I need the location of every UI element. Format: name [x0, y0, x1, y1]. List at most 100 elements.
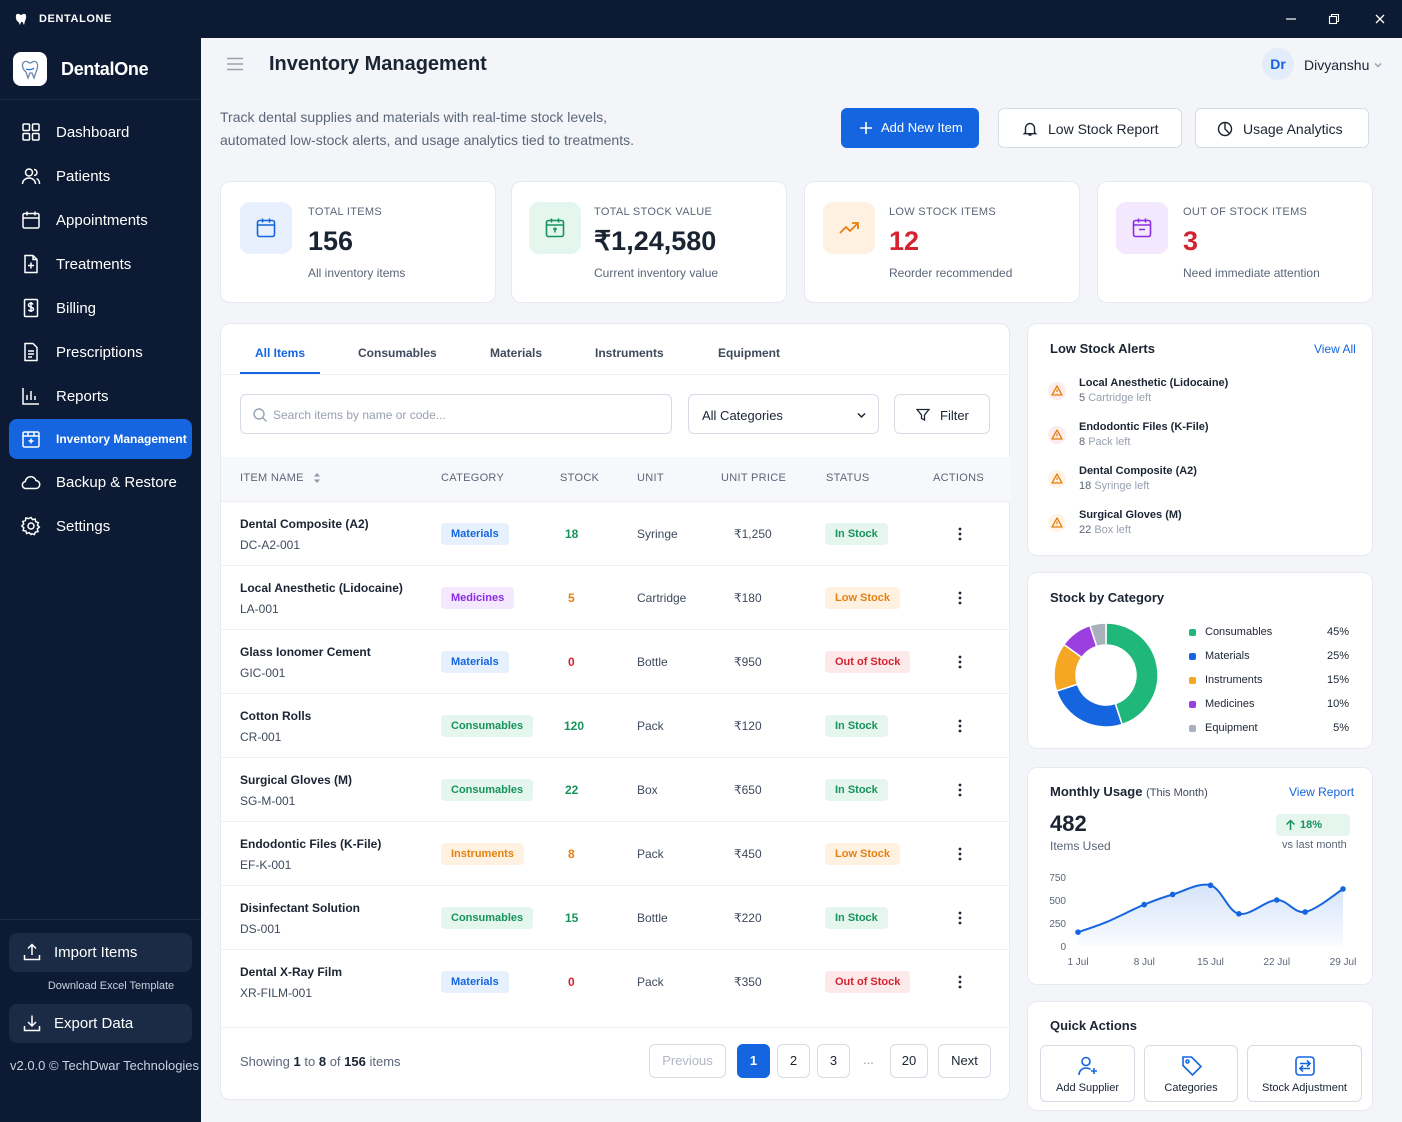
- column-header-unit: UNIT: [637, 472, 664, 484]
- stock-value: 5: [568, 591, 575, 605]
- sidebar-item-inventory-management[interactable]: Inventory Management: [9, 419, 192, 459]
- more-vertical-icon[interactable]: [954, 526, 966, 542]
- table-row[interactable]: Local Anesthetic (Lidocaine) LA-001 Medi…: [221, 565, 1011, 629]
- view-all-link[interactable]: View All: [1314, 342, 1356, 356]
- avatar[interactable]: Dr: [1262, 48, 1294, 80]
- sidebar-item-label: Reports: [56, 388, 109, 405]
- tab-consumables[interactable]: Consumables: [358, 346, 437, 360]
- sidebar-item-billing[interactable]: Billing: [9, 288, 192, 328]
- legend-percent: 45%: [1326, 626, 1349, 638]
- download-template-link[interactable]: Download Excel Template: [47, 980, 175, 992]
- stat-subtext: Current inventory value: [594, 266, 719, 280]
- usage-trend-badge: 18%: [1276, 814, 1350, 836]
- category-select-value: All Categories: [702, 408, 783, 423]
- legend-label: Instruments: [1205, 674, 1263, 686]
- more-vertical-icon[interactable]: [954, 974, 966, 990]
- unit-value: Box: [637, 783, 658, 797]
- x-tick-label: 15 Jul: [1197, 957, 1224, 968]
- alert-item-name: Dental Composite (A2): [1079, 465, 1197, 477]
- minimize-icon[interactable]: [1284, 12, 1298, 26]
- page-2-button[interactable]: 2: [777, 1044, 810, 1078]
- filter-icon: [916, 408, 930, 422]
- more-vertical-icon[interactable]: [954, 718, 966, 734]
- page-description: Track dental supplies and materials with…: [220, 109, 634, 148]
- column-header-actions: ACTIONS: [933, 472, 984, 484]
- tooth-icon: [21, 60, 39, 80]
- more-vertical-icon[interactable]: [954, 590, 966, 606]
- sidebar-item-settings[interactable]: Settings: [9, 506, 192, 546]
- column-header-item-name[interactable]: ITEM NAME: [240, 472, 304, 484]
- category-badge: Materials: [441, 523, 509, 545]
- import-items-button[interactable]: Import Items: [9, 933, 192, 972]
- table-row[interactable]: Endodontic Files (K-File) EF-K-001 Instr…: [221, 821, 1011, 885]
- unit-value: Syringe: [637, 527, 678, 541]
- table-row[interactable]: Dental Composite (A2) DC-A2-001 Material…: [221, 501, 1011, 565]
- page-1-button[interactable]: 1: [737, 1044, 770, 1078]
- sidebar-item-label: Appointments: [56, 212, 148, 229]
- next-page-button[interactable]: Next: [938, 1044, 991, 1078]
- sidebar-item-appointments[interactable]: Appointments: [9, 200, 192, 240]
- table-row[interactable]: Dental X-Ray Film XR-FILM-001 Materials …: [221, 949, 1011, 1013]
- alert-count: 8: [1079, 436, 1086, 448]
- showing-of-word: of: [329, 1054, 341, 1069]
- more-vertical-icon[interactable]: [954, 782, 966, 798]
- usage-analytics-button[interactable]: Usage Analytics: [1195, 108, 1369, 148]
- sidebar-item-backup-restore[interactable]: Backup & Restore: [9, 462, 192, 502]
- sidebar-item-reports[interactable]: Reports: [9, 376, 192, 416]
- add-new-item-button[interactable]: Add New Item: [841, 108, 979, 148]
- user-name[interactable]: Divyanshu: [1304, 57, 1370, 73]
- stat-value: ₹1,24,580: [594, 226, 717, 256]
- restore-icon[interactable]: [1327, 12, 1341, 26]
- table-row[interactable]: Glass Ionomer Cement GIC-001 Materials 0…: [221, 629, 1011, 693]
- low-stock-report-button[interactable]: Low Stock Report: [998, 108, 1182, 148]
- view-report-link[interactable]: View Report: [1289, 785, 1355, 799]
- unit-price: ₹350: [734, 975, 762, 989]
- categories-button[interactable]: Categories: [1144, 1045, 1238, 1102]
- alert-item-name: Surgical Gloves (M): [1079, 509, 1182, 521]
- menu-icon[interactable]: [226, 57, 244, 71]
- close-icon[interactable]: [1373, 12, 1387, 26]
- category-select[interactable]: All Categories: [688, 394, 879, 434]
- tab-materials[interactable]: Materials: [490, 346, 543, 360]
- category-badge: Medicines: [441, 587, 515, 609]
- donut-slice-materials: [1055, 683, 1124, 728]
- tab-instruments[interactable]: Instruments: [595, 346, 664, 360]
- table-row[interactable]: Disinfectant Solution DS-001 Consumables…: [221, 885, 1011, 949]
- export-data-button[interactable]: Export Data: [9, 1004, 192, 1043]
- table-row[interactable]: Cotton Rolls CR-001 Consumables 120 Pack…: [221, 693, 1011, 757]
- tab-equipment[interactable]: Equipment: [718, 346, 780, 360]
- item-name: Cotton Rolls: [240, 709, 312, 723]
- alert-item-name: Endodontic Files (K-File): [1079, 421, 1209, 433]
- status-badge: Low Stock: [825, 843, 901, 865]
- add-supplier-button[interactable]: Add Supplier: [1040, 1045, 1135, 1102]
- stat-card-total-items: TOTAL ITEMS 156 All inventory items: [220, 181, 496, 303]
- table-row[interactable]: Surgical Gloves (M) SG-M-001 Consumables…: [221, 757, 1011, 821]
- more-vertical-icon[interactable]: [954, 910, 966, 926]
- unit-price: ₹180: [734, 591, 762, 605]
- more-vertical-icon[interactable]: [954, 654, 966, 670]
- page-20-button[interactable]: 20: [890, 1044, 928, 1078]
- stock-adjustment-button[interactable]: Stock Adjustment: [1247, 1045, 1362, 1102]
- usage-point: [1236, 911, 1242, 917]
- showing-total: 156: [344, 1054, 366, 1069]
- sidebar-item-treatments[interactable]: Treatments: [9, 244, 192, 284]
- filter-button[interactable]: Filter: [894, 394, 990, 434]
- legend-percent: 25%: [1326, 650, 1349, 662]
- alert-item-name: Local Anesthetic (Lidocaine): [1079, 377, 1229, 389]
- tab-all-items[interactable]: All Items: [255, 346, 306, 360]
- usage-point: [1340, 886, 1346, 892]
- window-titlebar: DENTALONE: [0, 0, 1402, 38]
- sidebar-item-dashboard[interactable]: Dashboard: [9, 112, 192, 152]
- more-vertical-icon[interactable]: [954, 846, 966, 862]
- sidebar-item-prescriptions[interactable]: Prescriptions: [9, 332, 192, 372]
- tabs-divider: [221, 374, 1011, 375]
- page-3-button[interactable]: 3: [817, 1044, 850, 1078]
- arrow-up-icon: [1285, 819, 1296, 830]
- chevron-down-icon[interactable]: [1373, 60, 1383, 70]
- page-title: Inventory Management: [269, 53, 487, 75]
- stock-value: 120: [564, 719, 585, 733]
- search-input[interactable]: [273, 404, 653, 426]
- previous-page-button[interactable]: Previous: [649, 1044, 726, 1078]
- sidebar-item-patients[interactable]: Patients: [9, 156, 192, 196]
- sort-icon[interactable]: [313, 473, 321, 483]
